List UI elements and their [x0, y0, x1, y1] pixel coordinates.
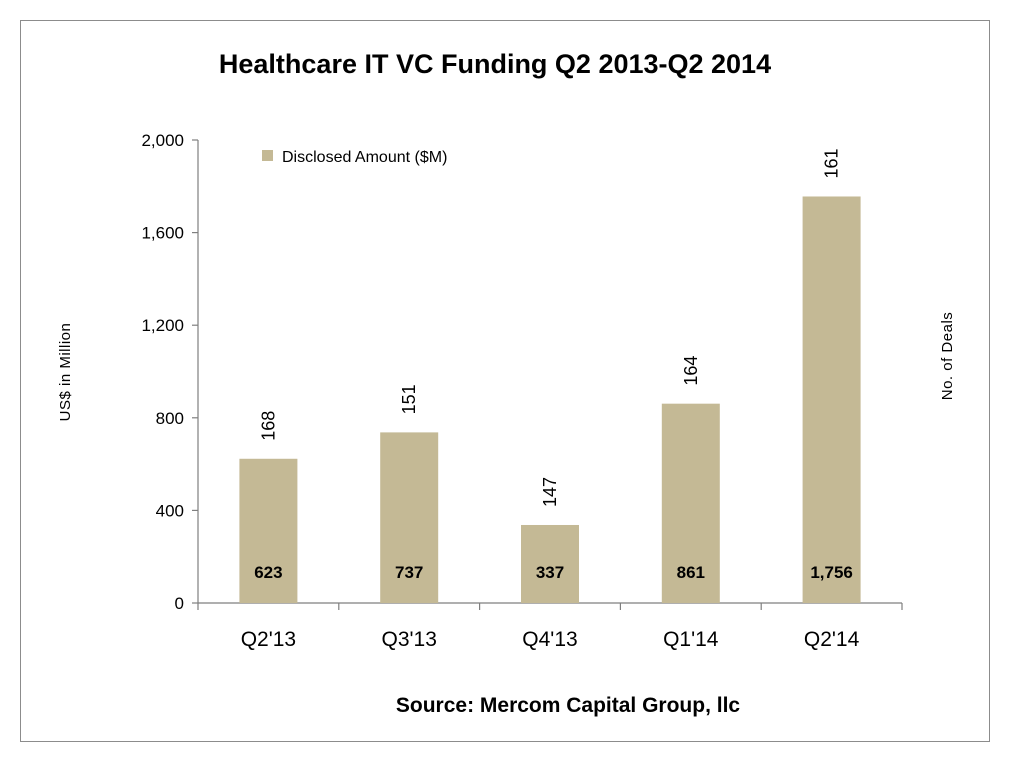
y-tick-label: 0 [175, 594, 184, 613]
deals-label: 168 [258, 411, 278, 441]
bar-value-label: 737 [395, 563, 423, 582]
x-tick-label: Q2'14 [804, 628, 860, 651]
bar-value-label: 623 [254, 563, 282, 582]
x-tick-label: Q4'13 [522, 628, 577, 651]
legend-swatch [262, 150, 273, 161]
deals-label: 147 [540, 477, 560, 507]
bars [239, 196, 861, 603]
data-labels: Q2'13 623 168 Q3'13 737 151 Q4'13 337 147 Q1'14 86… [241, 148, 860, 651]
y2-axis-title: No. of Deals [939, 312, 956, 401]
deals-label: 164 [681, 356, 701, 386]
y-tick-label: 400 [156, 501, 184, 520]
y-tick-label: 2,000 [141, 131, 184, 150]
bar-value-label: 337 [536, 563, 564, 582]
bar [380, 432, 439, 603]
bar [239, 458, 298, 603]
y-axis-title: US$ in Million [57, 323, 74, 422]
legend-label: Disclosed Amount ($M) [282, 149, 447, 166]
axes: 0 400 800 1,200 1,600 2,000 [141, 131, 903, 613]
deals-label: 151 [399, 384, 419, 414]
y-tick-label: 1,600 [141, 224, 184, 243]
x-tick-label: Q2'13 [241, 628, 296, 651]
bar-value-label: 861 [677, 563, 705, 582]
deals-label: 161 [822, 148, 842, 178]
bar [521, 524, 579, 603]
bar [802, 196, 861, 603]
y-tick-label: 1,200 [141, 316, 184, 335]
source-note: Source: Mercom Capital Group, llc [396, 694, 741, 717]
legend: Disclosed Amount ($M) [262, 149, 447, 166]
bar-value-label: 1,756 [810, 563, 853, 582]
x-tick-label: Q1'14 [663, 628, 719, 651]
y-tick-label: 800 [156, 409, 184, 428]
chart-title: Healthcare IT VC Funding Q2 2013-Q2 2014 [219, 49, 771, 79]
x-tick-label: Q3'13 [382, 628, 437, 651]
bar [661, 403, 720, 603]
